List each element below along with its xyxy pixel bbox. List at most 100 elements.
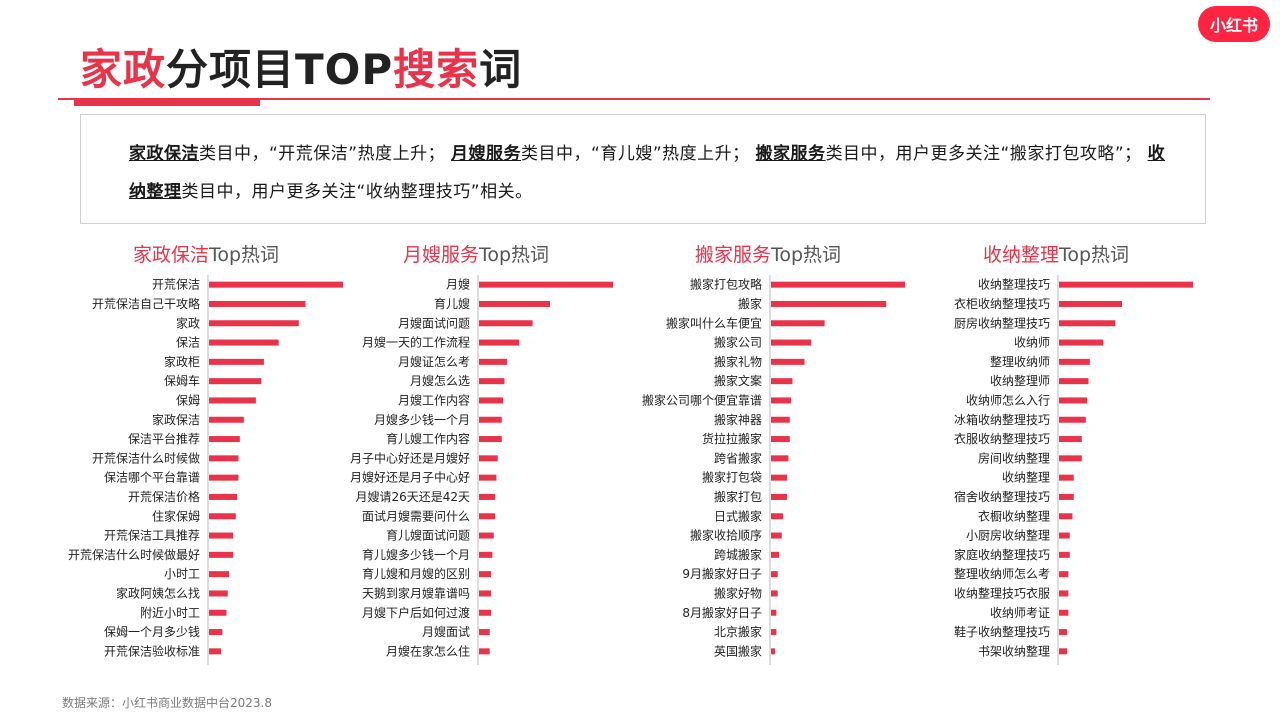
bar [209,320,299,327]
category-label: 货拉拉搬家 [702,431,762,446]
chart-title-category: 搬家服务 [694,244,771,266]
bar-chart-moving: 搬家打包攻略搬家搬家叫什么车便宜搬家公司搬家礼物搬家文案搬家公司哪个便宜靠谱搬家… [642,275,905,665]
bar [479,629,490,636]
bar-chart-cleaning: 开荒保洁开荒保洁自己干攻略家政保洁家政柜保姆车保姆家政保洁保洁平台推荐开荒保洁什… [68,275,343,665]
category-label: 搬家文案 [714,373,762,388]
bar [209,532,234,539]
category-label: 月嫂证怎么考 [398,354,470,369]
summary-text-1: 类目中，“开荒保洁”热度上升； [199,144,446,164]
bar [209,358,264,365]
bar [209,378,262,385]
category-label: 开荒保洁价格 [128,489,200,504]
bar [1059,358,1090,365]
bar [771,474,788,481]
category-label: 保姆车 [164,373,200,388]
category-label: 育儿嫂工作内容 [386,431,470,446]
chart-panel-cleaning: 家政保洁Top热词 开荒保洁 开荒保洁自己干攻略 家政 保洁 家政柜 保姆车 保姆 家政保洁保… [56,238,356,678]
chart-title-suffix: Top热词 [770,244,842,266]
category-label: 搬家公司哪个便宜靠谱 [642,392,762,407]
bar [771,378,793,385]
category-label: 厨房收纳整理技巧 [954,315,1050,330]
category-label: 搬家好物 [714,585,762,600]
category-label: 搬家礼物 [714,354,762,369]
category-label: 英国搬家 [714,643,762,658]
category-label: 搬家神器 [714,412,762,427]
category-label: 跨省搬家 [714,450,762,465]
bar [1059,436,1082,443]
category-label: 开荒保洁什么时候做最好 [68,547,200,562]
category-label: 育儿嫂面试问题 [386,528,470,543]
bar [1059,629,1068,636]
chart-panel-storage: 收纳整理Top热词 收纳整理技巧 衣柜收纳整理技巧 厨房收纳整理技巧 收纳师 整理收纳师… [906,238,1206,678]
bar [1059,648,1068,655]
bar [209,281,343,288]
category-label: 小厨房收纳整理 [966,528,1050,543]
bar [479,281,613,288]
title-highlight-2: 搜索 [393,45,480,94]
bar [1059,609,1069,616]
category-label: 家政阿姨怎么找 [116,585,200,600]
category-label: 保姆 [176,393,200,407]
category-label: 月嫂请26天还是42天 [355,490,470,504]
category-label: 搬家收拾顺序 [690,528,762,543]
category-label: 月嫂多少钱一个月 [374,412,470,427]
category-label: 天鹅到家月嫂靠谱吗 [362,585,470,600]
bar [479,397,504,404]
chart-title: 月嫂服务Top热词 [326,240,626,267]
category-label: 月嫂怎么选 [410,373,470,388]
summary-category-moving: 搬家服务 [755,144,826,164]
bar [209,339,279,346]
bar [771,590,778,597]
bar [479,358,508,365]
bar [1059,590,1069,597]
category-label: 育儿嫂多少钱一个月 [362,547,470,562]
category-label: 书架收纳整理 [978,643,1050,658]
bar-chart-maternity: 月嫂育儿嫂月嫂面试问题月嫂一天的工作流程月嫂证怎么考月嫂怎么选月嫂工作内容月嫂多… [350,275,613,665]
bar [1059,551,1070,558]
chart-title-category: 收纳整理 [982,244,1059,266]
summary-category-cleaning: 家政保洁 [129,144,199,164]
bar [479,551,493,558]
chart-title-category: 家政保洁 [132,244,209,266]
category-label: 衣柜收纳整理技巧 [954,296,1050,311]
bar [209,590,228,597]
category-label: 面试月嫂需要问什么 [362,508,470,523]
category-label: 日式搬家 [714,508,762,523]
bar [479,648,490,655]
category-label: 房间收纳整理 [978,450,1050,465]
bar [771,532,782,539]
category-label: 跨城搬家 [714,547,762,562]
bar [479,320,533,327]
bar [771,629,777,636]
category-label: 住家保姆 [152,508,200,523]
bar [771,339,812,346]
chart-title-category: 月嫂服务 [402,244,479,266]
bar [479,378,505,385]
category-label: 育儿嫂 [434,296,470,311]
category-label: 收纳整理技巧 [978,277,1050,292]
bar [1059,320,1116,327]
bar [1059,571,1069,578]
title-middle: 分项目TOP [166,45,394,94]
bar [479,300,551,307]
category-label: 开荒保洁什么时候做 [92,450,200,465]
bar [209,493,238,500]
category-label: 育儿嫂和月嫂的区别 [362,566,470,581]
category-label: 搬家公司 [714,335,762,350]
category-label: 家政 [176,315,200,330]
category-label: 收纳整理技巧衣服 [954,585,1050,600]
bar [479,493,496,500]
xiaohongshu-logo: 小红书 [1198,6,1270,42]
category-label: 附近小时工 [140,606,200,620]
bar [771,551,780,558]
bar [1059,378,1089,385]
category-label: 衣橱收纳整理 [978,508,1050,523]
category-label: 搬家 [738,296,762,311]
category-label: 月嫂面试问题 [398,315,470,330]
chart-title: 搬家服务Top热词 [618,240,918,267]
summary-text-3: 类目中，用户更多关注“搬家打包攻略”； [825,144,1142,164]
bar [209,513,236,520]
category-label: 月嫂 [446,278,470,292]
category-label: 鞋子收纳整理技巧 [954,624,1050,639]
category-label: 收纳师 [1014,336,1050,350]
